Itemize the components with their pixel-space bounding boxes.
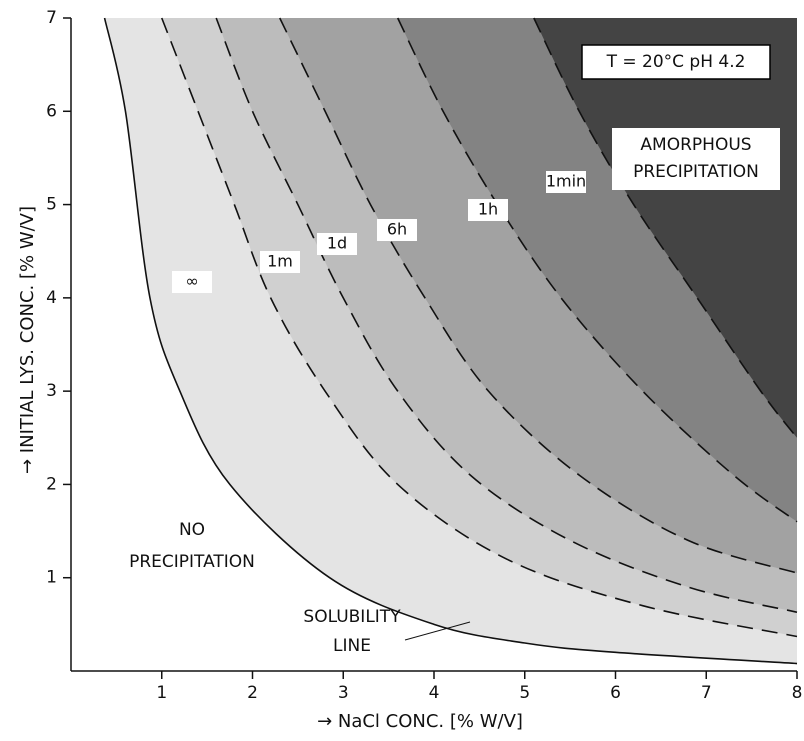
x-tick-label: 2 — [247, 683, 258, 703]
y-axis-label: → INITIAL LYS. CONC. [% W/V] — [17, 206, 38, 474]
region-label: LINE — [333, 636, 371, 656]
y-tick-label: 3 — [46, 381, 57, 401]
x-tick-label: 1 — [156, 683, 167, 703]
condition-note: T = 20°C pH 4.2 — [606, 52, 746, 72]
curve-label: 1min — [546, 172, 586, 191]
y-tick-label: 6 — [46, 101, 57, 121]
y-tick-label: 5 — [46, 195, 57, 215]
region-label: NO — [179, 520, 205, 540]
x-tick-label: 8 — [792, 683, 803, 703]
x-tick-label: 4 — [429, 683, 440, 703]
curve-label: 6h — [387, 220, 407, 239]
region-label: SOLUBILITY — [303, 607, 401, 627]
y-tick-label: 1 — [46, 568, 57, 588]
curve-label: 1h — [478, 200, 498, 219]
region-label: AMORPHOUS — [640, 135, 751, 155]
y-tick-label: 7 — [46, 8, 57, 28]
y-tick-label: 4 — [46, 288, 57, 308]
x-tick-label: 6 — [610, 683, 621, 703]
chart: ∞1m1d6h1h1min T = 20°C pH 4.2 AMORPHOUS … — [0, 0, 804, 741]
x-tick-label: 3 — [338, 683, 349, 703]
x-tick-label: 5 — [519, 683, 530, 703]
x-tick-label: 7 — [701, 683, 712, 703]
curve-label: 1d — [327, 234, 347, 253]
y-tick-label: 2 — [46, 474, 57, 494]
region-label: PRECIPITATION — [129, 552, 255, 572]
curve-label: ∞ — [185, 272, 198, 291]
curve-label: 1m — [267, 252, 293, 271]
region-label: PRECIPITATION — [633, 162, 759, 182]
x-axis-label: → NaCl CONC. [% W/V] — [317, 711, 523, 732]
